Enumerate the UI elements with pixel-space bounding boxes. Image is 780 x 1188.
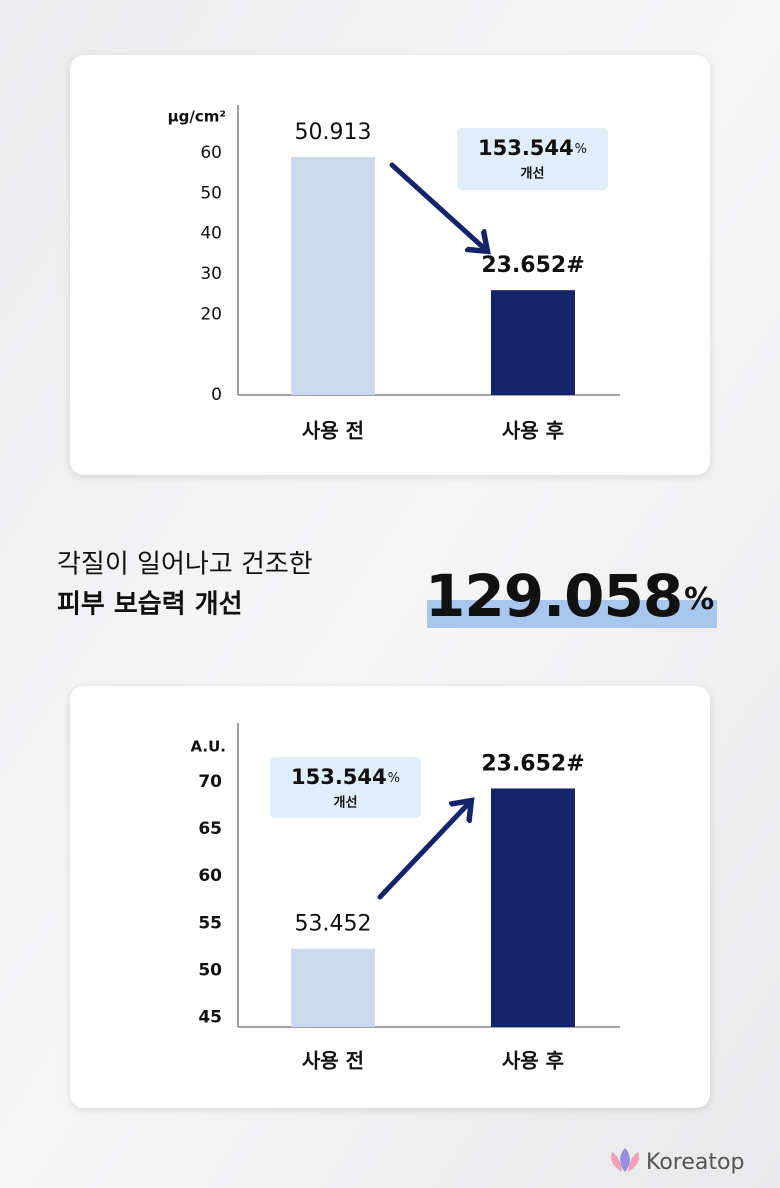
badge-label: 개선	[521, 166, 545, 182]
arrow	[377, 802, 470, 900]
y-tick-label: 55	[198, 913, 222, 933]
y-axis-unit: µg/cm²	[168, 108, 226, 126]
y-tick-label: 45	[198, 1008, 222, 1028]
x-tick-label: 사용 전	[302, 1049, 364, 1073]
badge-number: 153.544	[291, 765, 387, 789]
x-tick-label: 사용 후	[502, 1049, 564, 1073]
y-tick-label: 50	[198, 960, 222, 980]
highlight	[427, 600, 717, 628]
bar-annotation: 23.652#	[481, 253, 584, 278]
badge-value: 153.544%	[291, 765, 400, 789]
bar	[491, 788, 575, 1027]
badge-number: 153.544	[478, 136, 574, 160]
bar	[291, 157, 375, 395]
bar-annotation: 23.652#	[481, 751, 584, 776]
badge-label: 개선	[334, 795, 358, 811]
bar-annotation: 53.452	[295, 912, 372, 937]
badge-value: 153.544%	[478, 136, 587, 160]
bar-annotation: 50.913	[295, 120, 372, 145]
y-tick-label: 70	[198, 772, 222, 792]
y-tick-label: 65	[198, 819, 222, 839]
badge-unit: %	[388, 771, 400, 786]
y-tick-label: 30	[200, 264, 222, 284]
badge	[457, 128, 608, 190]
y-tick-label: 20	[200, 304, 222, 324]
arrow	[389, 162, 486, 250]
headline-line2: 피부 보습력 개선	[57, 590, 243, 620]
figure-unit: %	[684, 582, 714, 617]
y-tick-label: 40	[200, 224, 222, 244]
y-tick-label: 60	[200, 143, 222, 163]
headline-line1: 각질이 일어나고 건조한	[57, 550, 313, 580]
y-tick-label: 60	[198, 866, 222, 886]
bar	[491, 290, 575, 395]
y-axis-unit: A.U.	[191, 738, 226, 756]
y-tick-label: 0	[211, 385, 222, 405]
x-tick-label: 사용 후	[502, 419, 564, 443]
footer-brand: Koreatop	[646, 1150, 744, 1175]
logo	[610, 1148, 640, 1172]
headline-figure: 129.058%	[425, 562, 714, 630]
badge	[270, 757, 421, 818]
badge-unit: %	[575, 142, 587, 157]
x-tick-label: 사용 전	[302, 419, 364, 443]
bar	[291, 948, 375, 1027]
card	[70, 55, 710, 475]
card	[70, 686, 710, 1108]
figure: 129.058	[425, 562, 682, 630]
y-tick-label: 50	[200, 183, 222, 203]
